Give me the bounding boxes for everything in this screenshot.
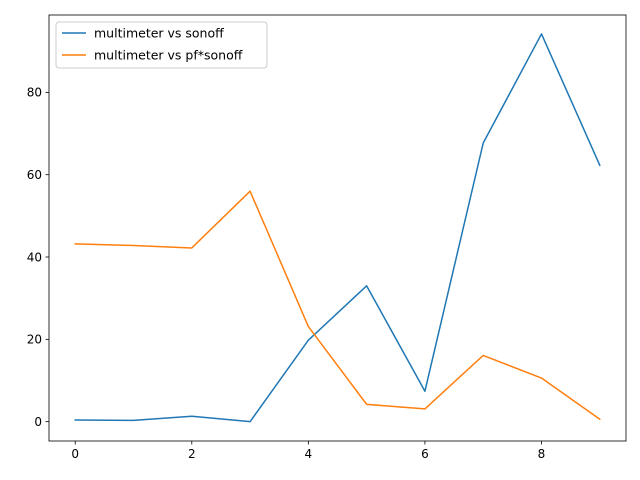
y-tick-label: 20 [27,333,42,347]
series-line-1 [74,33,601,423]
series-line-2 [74,190,601,421]
y-tick-label: 0 [34,415,42,429]
x-tick-label: 8 [538,447,546,461]
x-tick-label: 2 [188,447,196,461]
x-axis: 0 2 4 6 8 [71,441,545,461]
legend-box [55,21,268,69]
y-tick-label: 80 [27,86,42,100]
legend: multimeter vs sonoff multimeter vs pf*son… [55,21,268,69]
y-tick-label: 40 [27,250,42,264]
x-tick-label: 6 [421,447,429,461]
x-tick-label: 4 [305,447,313,461]
series-layer [74,33,601,423]
y-axis: 0 20 40 60 80 [27,86,49,429]
legend-label-2: multimeter vs pf*sonoff [94,48,243,63]
y-tick-label: 60 [27,168,42,182]
axes-frame [48,14,627,442]
legend-label-1: multimeter vs sonoff [94,26,224,41]
x-tick-label: 0 [71,447,79,461]
